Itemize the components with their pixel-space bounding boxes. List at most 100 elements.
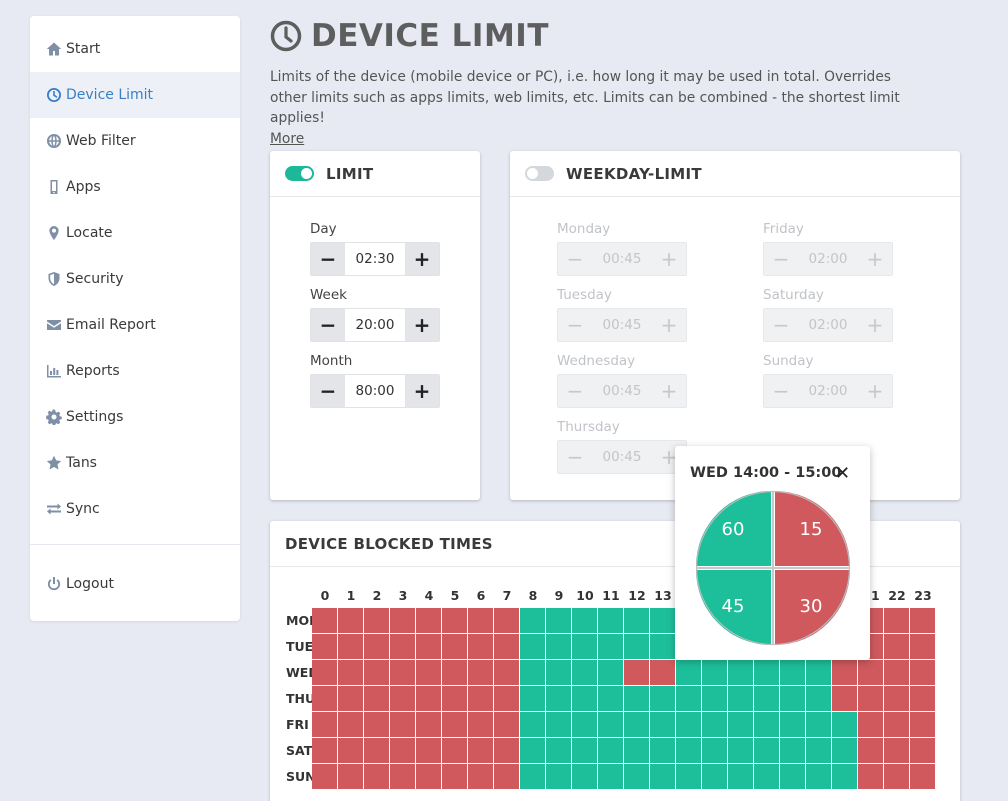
sidebar-item-locate[interactable]: Locate bbox=[30, 210, 240, 256]
time-cell[interactable] bbox=[546, 764, 572, 790]
time-cell[interactable] bbox=[312, 634, 338, 660]
decrement-button[interactable]: − bbox=[558, 441, 592, 473]
time-cell[interactable] bbox=[702, 660, 728, 686]
time-cell[interactable] bbox=[676, 660, 702, 686]
time-cell[interactable] bbox=[806, 686, 832, 712]
time-cell[interactable] bbox=[598, 764, 624, 790]
stepper-value[interactable]: 00:45 bbox=[602, 449, 642, 465]
time-cell[interactable] bbox=[416, 608, 442, 634]
time-cell[interactable] bbox=[884, 686, 910, 712]
time-cell[interactable] bbox=[468, 764, 494, 790]
sidebar-item-reports[interactable]: Reports bbox=[30, 348, 240, 394]
stepper-value[interactable]: 80:00 bbox=[355, 383, 395, 399]
time-cell[interactable] bbox=[598, 608, 624, 634]
time-cell[interactable] bbox=[598, 738, 624, 764]
time-cell[interactable] bbox=[728, 686, 754, 712]
time-cell[interactable] bbox=[520, 712, 546, 738]
time-cell[interactable] bbox=[728, 660, 754, 686]
time-cell[interactable] bbox=[572, 764, 598, 790]
close-icon[interactable]: ✕ bbox=[835, 463, 851, 484]
time-cell[interactable] bbox=[338, 634, 364, 660]
time-cell[interactable] bbox=[624, 686, 650, 712]
time-cell[interactable] bbox=[520, 634, 546, 660]
time-cell[interactable] bbox=[338, 738, 364, 764]
time-cell[interactable] bbox=[390, 634, 416, 660]
time-cell[interactable] bbox=[910, 764, 936, 790]
time-cell[interactable] bbox=[312, 764, 338, 790]
time-cell[interactable] bbox=[546, 738, 572, 764]
time-cell[interactable] bbox=[676, 712, 702, 738]
time-cell[interactable] bbox=[572, 634, 598, 660]
increment-button[interactable]: + bbox=[652, 309, 686, 341]
quarter-30[interactable] bbox=[775, 570, 850, 645]
time-cell[interactable] bbox=[780, 738, 806, 764]
time-cell[interactable] bbox=[442, 686, 468, 712]
time-cell[interactable] bbox=[338, 712, 364, 738]
time-cell[interactable] bbox=[650, 608, 676, 634]
time-cell[interactable] bbox=[442, 712, 468, 738]
time-cell[interactable] bbox=[832, 712, 858, 738]
time-cell[interactable] bbox=[468, 686, 494, 712]
time-cell[interactable] bbox=[702, 764, 728, 790]
decrement-button[interactable]: − bbox=[558, 243, 592, 275]
more-link[interactable]: More bbox=[270, 130, 305, 147]
time-cell[interactable] bbox=[494, 660, 520, 686]
increment-button[interactable]: + bbox=[405, 309, 439, 341]
quarter-15[interactable] bbox=[775, 491, 850, 566]
time-cell[interactable] bbox=[364, 738, 390, 764]
time-cell[interactable] bbox=[312, 608, 338, 634]
weekday-limit-toggle[interactable] bbox=[525, 166, 554, 181]
time-cell[interactable] bbox=[754, 686, 780, 712]
time-cell[interactable] bbox=[468, 608, 494, 634]
time-cell[interactable] bbox=[520, 764, 546, 790]
decrement-button[interactable]: − bbox=[764, 375, 798, 407]
time-cell[interactable] bbox=[832, 686, 858, 712]
stepper-value[interactable]: 20:00 bbox=[355, 317, 395, 333]
time-cell[interactable] bbox=[572, 608, 598, 634]
time-cell[interactable] bbox=[494, 712, 520, 738]
time-cell[interactable] bbox=[910, 738, 936, 764]
time-cell[interactable] bbox=[728, 764, 754, 790]
time-cell[interactable] bbox=[650, 660, 676, 686]
time-cell[interactable] bbox=[598, 634, 624, 660]
stepper-value[interactable]: 00:45 bbox=[602, 251, 642, 267]
time-cell[interactable] bbox=[546, 686, 572, 712]
time-cell[interactable] bbox=[442, 738, 468, 764]
time-cell[interactable] bbox=[806, 764, 832, 790]
time-cell[interactable] bbox=[416, 712, 442, 738]
time-cell[interactable] bbox=[364, 712, 390, 738]
stepper-value[interactable]: 02:30 bbox=[355, 251, 395, 267]
time-cell[interactable] bbox=[624, 608, 650, 634]
time-cell[interactable] bbox=[494, 634, 520, 660]
sidebar-item-web-filter[interactable]: Web Filter bbox=[30, 118, 240, 164]
time-cell[interactable] bbox=[390, 608, 416, 634]
time-cell[interactable] bbox=[390, 738, 416, 764]
time-cell[interactable] bbox=[624, 738, 650, 764]
sidebar-item-logout[interactable]: Logout bbox=[30, 561, 240, 607]
time-cell[interactable] bbox=[910, 712, 936, 738]
time-cell[interactable] bbox=[468, 738, 494, 764]
time-cell[interactable] bbox=[468, 660, 494, 686]
time-cell[interactable] bbox=[312, 712, 338, 738]
time-cell[interactable] bbox=[338, 686, 364, 712]
time-cell[interactable] bbox=[338, 660, 364, 686]
time-cell[interactable] bbox=[780, 764, 806, 790]
time-cell[interactable] bbox=[442, 660, 468, 686]
time-cell[interactable] bbox=[390, 712, 416, 738]
time-cell[interactable] bbox=[910, 634, 936, 660]
time-cell[interactable] bbox=[520, 660, 546, 686]
time-cell[interactable] bbox=[572, 738, 598, 764]
time-cell[interactable] bbox=[416, 738, 442, 764]
sidebar-item-apps[interactable]: Apps bbox=[30, 164, 240, 210]
time-cell[interactable] bbox=[598, 660, 624, 686]
time-cell[interactable] bbox=[754, 764, 780, 790]
time-cell[interactable] bbox=[624, 764, 650, 790]
time-cell[interactable] bbox=[624, 660, 650, 686]
time-cell[interactable] bbox=[416, 764, 442, 790]
time-cell[interactable] bbox=[598, 686, 624, 712]
time-cell[interactable] bbox=[572, 712, 598, 738]
time-cell[interactable] bbox=[728, 738, 754, 764]
time-cell[interactable] bbox=[442, 764, 468, 790]
time-cell[interactable] bbox=[390, 686, 416, 712]
sidebar-item-sync[interactable]: Sync bbox=[30, 486, 240, 532]
